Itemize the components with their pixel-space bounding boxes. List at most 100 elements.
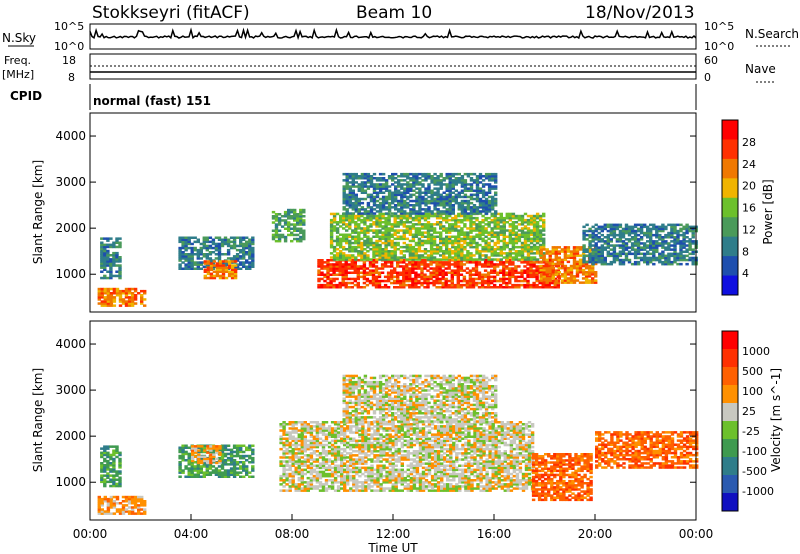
- heatmap-cell: [478, 197, 483, 201]
- heatmap-cell: [435, 214, 440, 218]
- heatmap-cell: [106, 270, 110, 273]
- heatmap-cell: [442, 239, 446, 243]
- heatmap-cell: [332, 218, 337, 222]
- heatmap-cell: [202, 242, 206, 246]
- heatmap-cell: [594, 281, 598, 284]
- heatmap-cell: [520, 250, 525, 253]
- heatmap-cell: [302, 221, 306, 224]
- heatmap-cell: [655, 225, 659, 229]
- heatmap-cell: [474, 281, 479, 285]
- heatmap-cell: [469, 189, 474, 192]
- heatmap-cell: [456, 279, 460, 283]
- heatmap-cell: [354, 229, 358, 232]
- heatmap-cell: [335, 283, 339, 287]
- heatmap-cell: [664, 233, 668, 237]
- heatmap-cell: [420, 231, 425, 234]
- heatmap-cell: [342, 191, 346, 194]
- heatmap-cell: [411, 233, 416, 236]
- heatmap-cell: [342, 172, 346, 176]
- heatmap-cell: [566, 279, 571, 282]
- heatmap-cell: [587, 264, 592, 268]
- heatmap-cell: [454, 179, 458, 182]
- heatmap-cell: [412, 189, 416, 192]
- heatmap-cell: [387, 206, 392, 209]
- heatmap-cell: [296, 227, 300, 230]
- heatmap-cell: [439, 248, 443, 251]
- heatmap-cell: [384, 243, 388, 247]
- heatmap-cell: [378, 254, 382, 257]
- heatmap-cell: [448, 181, 452, 184]
- heatmap-cell: [532, 245, 537, 249]
- heatmap-cell: [417, 243, 422, 247]
- heatmap-cell: [233, 264, 238, 267]
- heatmap-cell: [184, 236, 188, 239]
- heatmap-cell: [487, 248, 491, 251]
- heatmap-cell: [106, 251, 110, 255]
- heatmap-cell: [242, 454, 246, 458]
- heatmap-cell: [332, 265, 336, 268]
- heatmap-cell: [569, 256, 574, 259]
- freq-panel: Freq. [MHz] 18 8 60 0 Nave: [2, 53, 776, 84]
- heatmap-cell: [496, 279, 500, 283]
- heatmap-cell: [520, 248, 525, 251]
- heatmap-cell: [426, 275, 430, 279]
- heatmap-cell: [457, 191, 461, 194]
- heatmap-cell: [639, 223, 644, 227]
- heatmap-cell: [560, 281, 565, 284]
- heatmap-cell: [339, 214, 343, 218]
- heatmap-cell: [235, 257, 240, 260]
- heatmap-cell: [403, 189, 407, 192]
- heatmap-cell: [483, 265, 488, 268]
- heatmap-cell: [366, 225, 370, 228]
- heatmap-cell: [438, 286, 442, 289]
- heatmap-cell: [609, 244, 613, 247]
- heatmap-cell: [399, 261, 403, 264]
- heatmap-cell: [235, 267, 240, 270]
- heatmap-cell: [390, 250, 394, 253]
- heatmap-cell: [486, 261, 491, 264]
- heatmap-cell: [451, 191, 455, 194]
- heatmap-cell: [118, 294, 123, 297]
- heatmap-cell: [190, 471, 194, 474]
- heatmap-cell: [378, 248, 382, 251]
- heatmap-cell: [412, 183, 416, 186]
- heatmap-cell: [520, 216, 525, 220]
- heatmap-cell: [400, 195, 404, 199]
- heatmap-cell: [130, 497, 135, 501]
- heatmap-cell: [208, 465, 213, 468]
- heatmap-cell: [508, 225, 512, 228]
- heatmap-cell: [291, 454, 295, 457]
- heatmap-cell: [685, 227, 689, 231]
- heatmap-cell: [415, 191, 419, 194]
- heatmap-cell: [100, 476, 104, 479]
- heatmap-cell: [109, 254, 113, 257]
- heatmap-cell: [118, 512, 123, 515]
- heatmap-cell: [435, 267, 439, 270]
- heatmap-cell: [553, 283, 557, 287]
- heatmap-cell: [217, 257, 222, 260]
- heatmap-cell: [402, 281, 406, 285]
- heatmap-cell: [109, 264, 113, 267]
- heatmap-cell: [285, 439, 289, 443]
- heatmap-cell: [600, 252, 604, 256]
- heatmap-cell: [587, 250, 592, 253]
- heatmap-cell: [676, 236, 680, 239]
- heatmap-cell: [112, 476, 116, 479]
- heatmap-cell: [202, 450, 206, 454]
- heatmap-cell: [399, 245, 403, 249]
- heatmap-cell: [206, 260, 211, 263]
- heatmap-cell: [115, 245, 119, 249]
- heatmap-cell: [366, 177, 371, 180]
- heatmap-cell: [215, 264, 220, 267]
- heatmap-cell: [424, 179, 428, 182]
- heatmap-cell: [433, 204, 437, 207]
- heatmap-cell: [405, 277, 409, 281]
- heatmap-cell: [411, 254, 416, 257]
- heatmap-cell: [239, 240, 243, 244]
- heatmap-cell: [427, 195, 431, 199]
- heatmap-cell: [535, 223, 540, 226]
- heatmap-cell: [670, 225, 674, 229]
- heatmap-cell: [468, 283, 473, 287]
- heatmap-cell: [575, 254, 580, 257]
- heatmap-cell: [115, 502, 120, 505]
